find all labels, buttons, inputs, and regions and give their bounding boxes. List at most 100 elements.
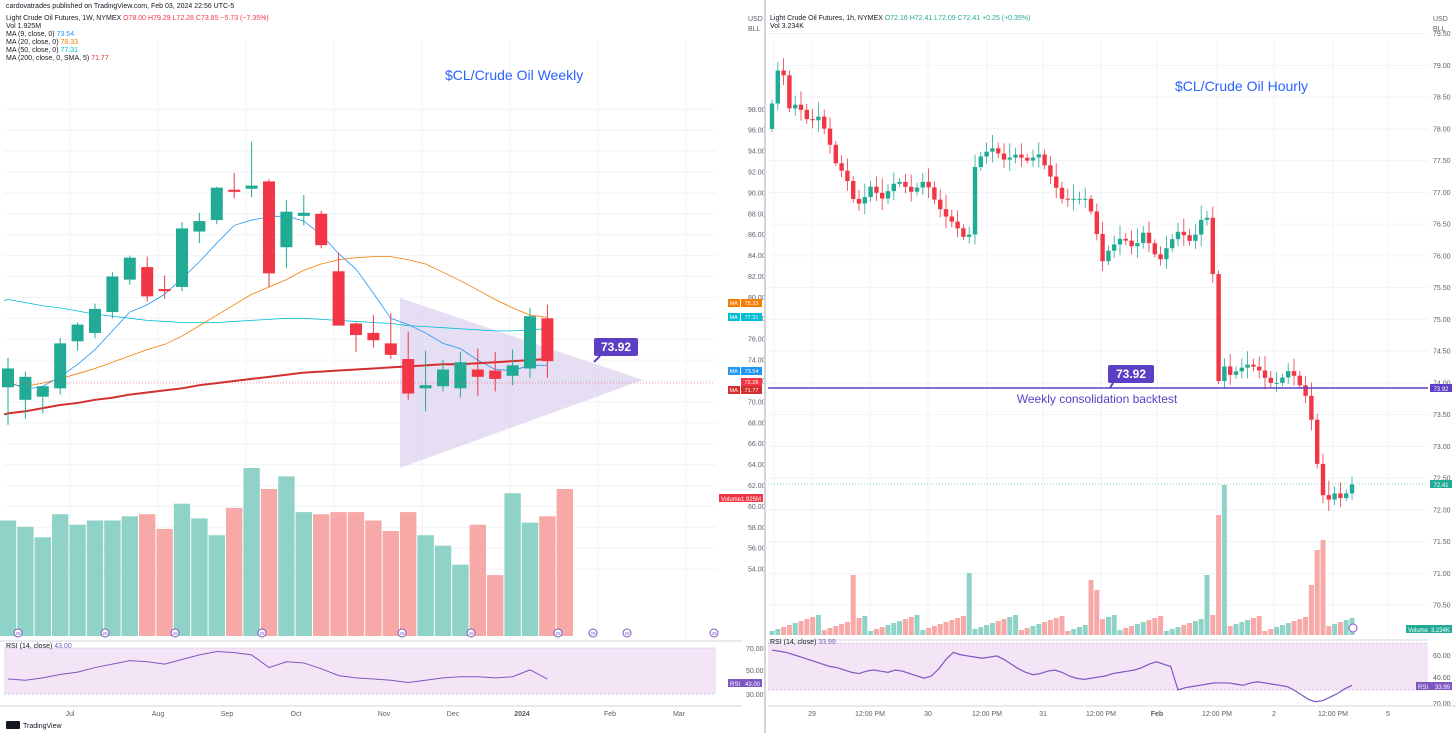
- weekly-time-label: Oct: [291, 711, 302, 718]
- hourly-vol-line: Vol 3.234K: [770, 23, 804, 30]
- hourly-candle: [1030, 149, 1036, 167]
- event-marker[interactable]: 29: [13, 628, 23, 638]
- candle-body: [1291, 371, 1297, 376]
- event-marker[interactable]: 29: [257, 628, 267, 638]
- hourly-candle: [1059, 181, 1065, 204]
- event-marker-label: 29: [259, 631, 265, 636]
- weekly-candle: [489, 351, 502, 392]
- weekly-volume-bar: [434, 545, 452, 636]
- event-marker-ring[interactable]: [170, 628, 180, 638]
- weekly-candle: [54, 338, 67, 395]
- weekly-volume-bar: [226, 507, 243, 636]
- hourly-candle: [781, 58, 786, 86]
- weekly-callout-pointer: [593, 355, 601, 363]
- event-marker-ring[interactable]: [13, 628, 23, 638]
- weekly-price-tick: 66.00: [748, 441, 766, 448]
- hourly-volume-bar: [1221, 485, 1227, 635]
- hourly-volume-bar: [1117, 630, 1123, 635]
- candle-body: [1135, 243, 1140, 247]
- event-marker-ring[interactable]: [622, 628, 632, 638]
- hourly-candle: [961, 224, 966, 240]
- candle-body: [350, 323, 362, 336]
- hourly-candle: [1222, 358, 1227, 388]
- weekly-rsi-tick-50: 50.00: [746, 668, 764, 675]
- event-marker-ring[interactable]: [397, 628, 407, 638]
- candle-body: [1181, 231, 1186, 236]
- weekly-volume-bar: [121, 516, 138, 636]
- event-marker[interactable]: 29: [170, 628, 180, 638]
- hourly-candle: [1268, 370, 1273, 389]
- weekly-rsi-tick-30: 30.00: [746, 692, 764, 699]
- hourly-candle: [1094, 203, 1099, 241]
- weekly-rsi-line: [7, 650, 548, 684]
- weekly-candle: [454, 351, 467, 398]
- candle-body: [1001, 153, 1007, 160]
- publisher-header: cardovatrades published on TradingView.c…: [6, 3, 234, 10]
- weekly-candle: [123, 255, 136, 285]
- hourly-volume-bar: [972, 629, 978, 635]
- candle-body: [1106, 250, 1111, 262]
- event-marker[interactable]: 29: [553, 628, 563, 638]
- weekly-volume-bar: [382, 531, 399, 636]
- volume-badge-bg: [719, 494, 763, 502]
- event-marker-ring[interactable]: [553, 628, 563, 638]
- hourly-candles: [769, 58, 1355, 512]
- weekly-rsi-label: RSI (14, close) 43.00: [6, 643, 72, 650]
- weekly-candle: [210, 186, 223, 225]
- weekly-volume-bar: [173, 503, 191, 636]
- candle-body: [1349, 484, 1355, 494]
- event-marker[interactable]: 29: [100, 628, 110, 638]
- candle-body: [454, 362, 467, 389]
- hourly-rsi-line: [771, 649, 1353, 703]
- weekly-volume-bar: [191, 518, 208, 636]
- weekly-time-label: Jul: [66, 711, 75, 718]
- event-marker-ring[interactable]: [100, 628, 110, 638]
- hourly-candle: [938, 189, 943, 218]
- event-marker-ring[interactable]: [466, 628, 476, 638]
- candle-body: [1100, 233, 1105, 262]
- hourly-volume-bar: [879, 627, 885, 635]
- candle-body: [949, 216, 954, 222]
- candle-body: [89, 308, 101, 333]
- candle-body: [402, 359, 415, 394]
- hourly-volume-bar: [984, 625, 990, 635]
- candle-body: [897, 181, 902, 184]
- weekly-volume-bar: [400, 512, 417, 636]
- weekly-price-tick: 58.00: [748, 525, 766, 532]
- candle-body: [903, 181, 908, 187]
- weekly-event-markers[interactable]: 29 29 29 29 29 29 29 29 29 29: [13, 628, 719, 638]
- event-marker[interactable]: 29: [466, 628, 476, 638]
- event-marker[interactable]: 29: [622, 628, 632, 638]
- event-marker[interactable]: 29: [588, 628, 598, 638]
- candle-body: [1112, 244, 1117, 251]
- hourly-volume-bar: [862, 616, 868, 635]
- candle-body: [1222, 366, 1227, 382]
- hourly-price-ticks: 79.50 79.00 78.50 78.00 77.50 77.00 76.50 76.00…: [1433, 31, 1451, 610]
- hourly-candle: [1146, 221, 1152, 253]
- hourly-candle: [1013, 147, 1018, 164]
- event-marker-ring[interactable]: [588, 628, 598, 638]
- hourly-callout-value: 73.92: [1116, 367, 1146, 381]
- candle-body: [1025, 157, 1030, 161]
- candle-body: [158, 289, 171, 292]
- hourly-price-tick: 70.50: [1433, 603, 1451, 610]
- candle-body: [1193, 234, 1198, 241]
- event-marker[interactable]: 29: [709, 628, 719, 638]
- candle-body: [775, 70, 780, 104]
- hourly-volume-bar: [1187, 623, 1193, 635]
- weekly-price-tick: 86.00: [748, 232, 766, 239]
- hourly-candle: [1274, 371, 1279, 392]
- badge-value: 77.31: [745, 315, 759, 321]
- hourly-volume-bar: [839, 624, 845, 635]
- hourly-volume-bar: [966, 573, 972, 635]
- hourly-candle: [1112, 235, 1117, 258]
- hourly-event-marker[interactable]: [1348, 623, 1358, 633]
- event-marker-ring[interactable]: [709, 628, 719, 638]
- event-marker[interactable]: 29: [397, 628, 407, 638]
- candle-body: [1297, 375, 1302, 386]
- badge-tag-bg: [728, 313, 740, 321]
- candle-body: [1309, 395, 1314, 420]
- hourly-volume-bar: [798, 621, 804, 635]
- candle-body: [332, 271, 345, 326]
- event-marker-ring[interactable]: [257, 628, 267, 638]
